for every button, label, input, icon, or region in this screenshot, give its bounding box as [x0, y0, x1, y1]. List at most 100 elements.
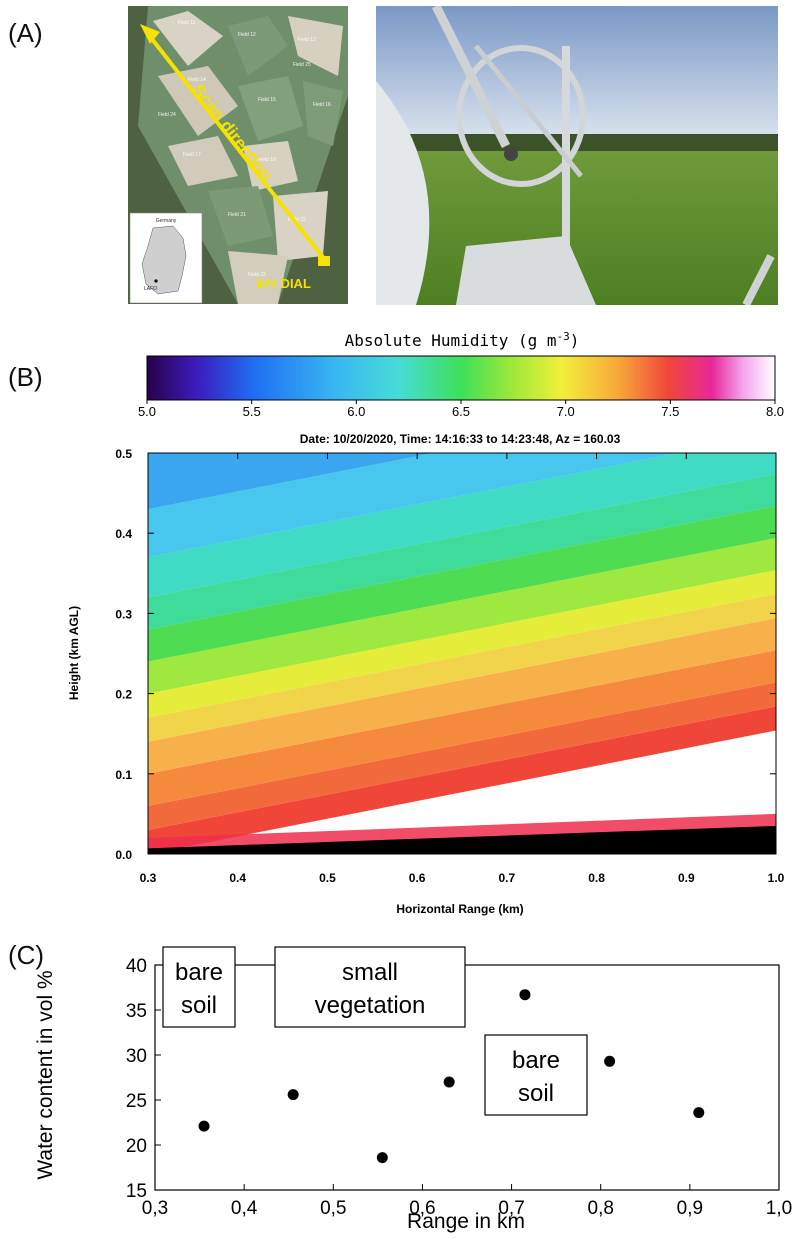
map-field-label: Field 13	[298, 37, 316, 43]
map-field-label: Field 24	[158, 112, 176, 118]
data-point	[287, 1089, 299, 1101]
scatter-x-tick-label: 0,3	[142, 1198, 168, 1219]
inset-country-label: Germany	[156, 218, 177, 224]
scatter-y-tick-label: 30	[126, 1046, 147, 1067]
colorbar: Absolute Humidity (g m-3) 5.0 5.5 6.0 6.5 7.…	[138, 330, 784, 419]
heatmap-y-label: Height (km AGL)	[67, 606, 81, 700]
germany-shape-icon	[141, 225, 187, 295]
humidity-band	[148, 473, 776, 630]
annotation-line2: soil	[518, 1080, 554, 1107]
scatter-x-label: Range in km	[407, 1210, 525, 1233]
humidity-band	[148, 538, 776, 694]
heatmap-y-tick-label: 0.4	[115, 527, 132, 541]
colorbar-tick-label: 5.0	[138, 404, 156, 418]
data-point	[376, 1152, 388, 1164]
humidity-band	[148, 650, 776, 806]
scatter-y-tick-label: 20	[126, 1136, 147, 1157]
annotation-box	[484, 1034, 588, 1116]
data-point	[198, 1120, 210, 1132]
map-field-label: Field 21	[228, 212, 246, 218]
scatter-x-tick-label: 0,5	[320, 1198, 346, 1219]
ground-mask	[148, 825, 776, 854]
heatmap-y-tick-label: 0.2	[115, 688, 132, 702]
scatter-y-label: Water content in vol %	[34, 970, 57, 1179]
colorbar-tick-label: 5.5	[243, 404, 261, 418]
scatter-x-tick-label: 0,4	[231, 1198, 258, 1219]
humidity-band	[148, 618, 776, 774]
dial-location-marker	[318, 256, 330, 266]
scatter-frame	[154, 964, 780, 1191]
heatmap-y-tick-label: 0.3	[115, 607, 132, 621]
humidity-band	[148, 453, 776, 598]
scatter-x-tick-label: 0,7	[498, 1198, 524, 1219]
scatter-y-tick-label: 25	[126, 1091, 147, 1112]
heatmap-x-tick-label: 0.5	[319, 871, 336, 885]
annotation-box	[274, 946, 466, 1028]
heatmap-x-label: Horizontal Range (km)	[396, 902, 523, 916]
heatmap-x-tick-label: 0.3	[140, 871, 157, 885]
heatmap-x-tick-label: 0.4	[229, 871, 246, 885]
scatter-y-tick-label: 40	[126, 956, 147, 977]
map-field-label: Field 23	[248, 272, 266, 278]
site-marker-icon	[154, 279, 158, 283]
humidity-band	[148, 505, 776, 662]
map-field-label: Field 16	[313, 102, 331, 108]
annotation-line2: vegetation	[315, 992, 426, 1019]
panel-a-label: (A)	[8, 18, 43, 48]
colorbar-tick-label: 7.5	[661, 404, 679, 418]
annotation-line2: soil	[181, 992, 217, 1019]
heatmap-x-tick-label: 1.0	[768, 871, 785, 885]
colorbar-title: Absolute Humidity (g m-3)	[345, 330, 580, 351]
panel-b-label: (B)	[8, 362, 43, 392]
heatmap-title: Date: 10/20/2020, Time: 14:16:33 to 14:2…	[300, 432, 621, 446]
heatmap-y-tick-label: 0.0	[115, 848, 132, 862]
heatmap-y-tick-label: 0.5	[115, 447, 132, 461]
humidity-heatmap: Date: 10/20/2020, Time: 14:16:33 to 14:2…	[67, 432, 785, 916]
map-field-label: Field 12	[238, 32, 256, 38]
heatmap-x-tick-label: 0.7	[499, 871, 516, 885]
inset-site-label: LAFO	[144, 286, 157, 292]
panel-c-label: (C)	[8, 940, 45, 970]
heatmap-x-tick-label: 0.9	[678, 871, 695, 885]
annotation-box	[162, 946, 236, 1028]
scan-direction-arrow	[146, 32, 328, 263]
colorbar-tick-label: 6.0	[347, 404, 365, 418]
wv-dial-label: WV DIAL	[256, 276, 311, 291]
data-point	[693, 1107, 705, 1119]
scatter-x-tick-label: 0,9	[677, 1198, 703, 1219]
humidity-band	[148, 706, 776, 854]
map-field-label: Field 14	[188, 77, 206, 83]
annotation-line1: bare	[175, 959, 223, 986]
data-point	[519, 989, 531, 1001]
data-point	[443, 1076, 455, 1088]
heatmap-x-tick-label: 0.8	[588, 871, 605, 885]
heatmap-y-tick-label: 0.1	[115, 768, 132, 782]
map-field-label: Field 18	[258, 157, 276, 163]
water-content-scatter: 0,3 0,4 0,5 0,6 0,7 0,8 0,9 1,0 15 20 25 30 35 40 bar…	[34, 946, 792, 1233]
scatter-x-tick-label: 1,0	[766, 1198, 792, 1219]
map-field-label: Field 11	[178, 20, 196, 26]
annotation-line1: bare	[512, 1047, 560, 1074]
map-field-label: Field 22	[288, 217, 306, 223]
map-field-label: Field 17	[183, 152, 201, 158]
scatter-x-tick-label: 0,6	[409, 1198, 435, 1219]
annotation-line1: small	[342, 959, 398, 986]
scatter-y-tick-label: 35	[126, 1001, 147, 1022]
colorbar-gradient	[146, 355, 776, 401]
data-point	[604, 1055, 616, 1067]
scatter-y-tick-label: 15	[126, 1181, 147, 1202]
humidity-band	[148, 682, 776, 830]
satellite-map: Field 11 Field 12 Field 13 Field 14 Fiel…	[128, 6, 348, 304]
humidity-band	[148, 570, 776, 718]
humidity-band	[148, 594, 776, 742]
map-field-label: Field 25	[293, 62, 311, 68]
instrument-photo	[376, 6, 778, 305]
arrowhead-icon	[140, 24, 160, 44]
colorbar-tick-label: 8.0	[766, 404, 784, 418]
heatmap-frame	[147, 452, 777, 855]
scatter-x-tick-label: 0,8	[588, 1198, 614, 1219]
map-field-label: Field 15	[258, 97, 276, 103]
heatmap-x-tick-label: 0.6	[409, 871, 426, 885]
colorbar-tick-label: 6.5	[452, 404, 470, 418]
colorbar-tick-label: 7.0	[557, 404, 575, 418]
